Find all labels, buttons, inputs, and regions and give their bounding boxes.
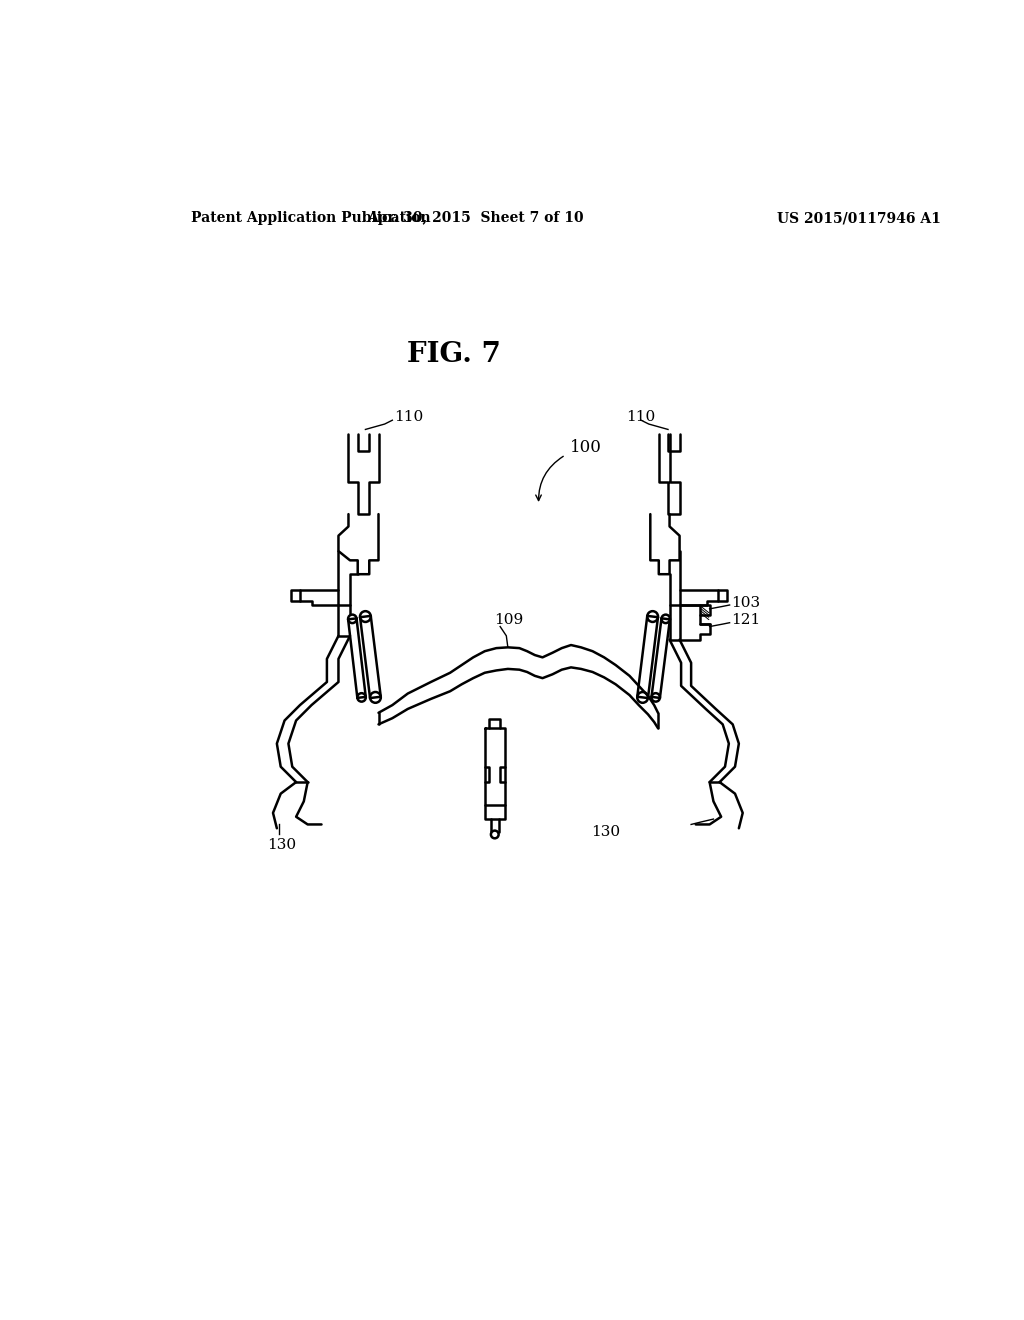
Text: Patent Application Publication: Patent Application Publication [190, 211, 430, 226]
Circle shape [637, 692, 648, 702]
Circle shape [651, 693, 659, 702]
Circle shape [348, 615, 356, 623]
Text: FIG. 7: FIG. 7 [407, 342, 501, 368]
Circle shape [647, 611, 658, 622]
Text: 109: 109 [494, 614, 523, 627]
Circle shape [662, 615, 670, 623]
Circle shape [370, 692, 381, 702]
Text: 103: 103 [731, 595, 760, 610]
Polygon shape [637, 616, 658, 698]
Polygon shape [360, 616, 381, 698]
Text: 130: 130 [267, 838, 297, 853]
Circle shape [360, 611, 371, 622]
Text: 121: 121 [731, 614, 761, 627]
Text: 100: 100 [569, 438, 601, 455]
Text: 130: 130 [591, 825, 621, 840]
Circle shape [490, 830, 499, 838]
Polygon shape [379, 645, 658, 729]
Polygon shape [651, 618, 670, 698]
Text: 110: 110 [627, 411, 655, 424]
Circle shape [357, 693, 366, 702]
Polygon shape [348, 618, 366, 698]
Text: Apr. 30, 2015  Sheet 7 of 10: Apr. 30, 2015 Sheet 7 of 10 [368, 211, 584, 226]
Text: US 2015/0117946 A1: US 2015/0117946 A1 [777, 211, 941, 226]
Text: 110: 110 [394, 411, 423, 424]
